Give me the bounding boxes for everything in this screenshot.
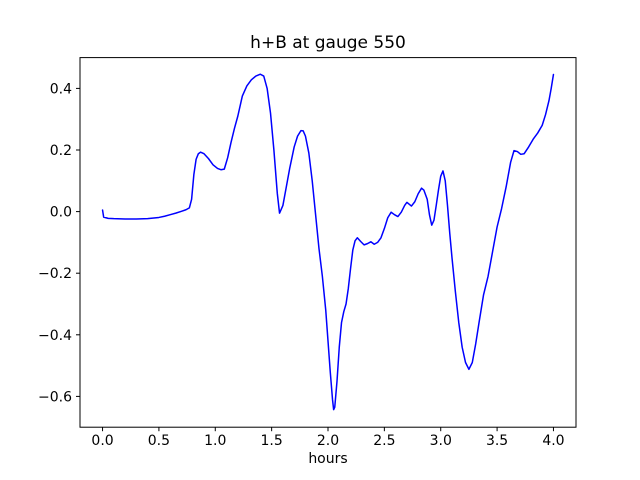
chart-title: h+B at gauge 550 xyxy=(250,33,406,53)
series-line xyxy=(101,73,555,411)
x-tick-label: 2.5 xyxy=(373,433,395,449)
y-tick-label: 0.2 xyxy=(50,143,72,159)
x-axis-label: hours xyxy=(308,451,348,467)
x-tick-label: 3.0 xyxy=(430,433,452,449)
x-tick-label: 3.5 xyxy=(486,433,508,449)
x-tick-label: 2.0 xyxy=(317,433,339,449)
plot-border xyxy=(79,57,577,428)
x-tick-label: 1.0 xyxy=(204,433,226,449)
y-tick-label: −0.6 xyxy=(38,389,72,405)
x-tick-label: 0.0 xyxy=(91,433,113,449)
x-tick-label: 0.5 xyxy=(148,433,170,449)
y-tick-label: −0.2 xyxy=(38,266,72,282)
y-tick-label: 0.0 xyxy=(50,205,72,221)
y-tick-label: −0.4 xyxy=(38,328,72,344)
x-tick-label: 4.0 xyxy=(542,433,564,449)
y-tick-label: 0.4 xyxy=(50,81,72,97)
x-tick-label: 1.5 xyxy=(261,433,283,449)
